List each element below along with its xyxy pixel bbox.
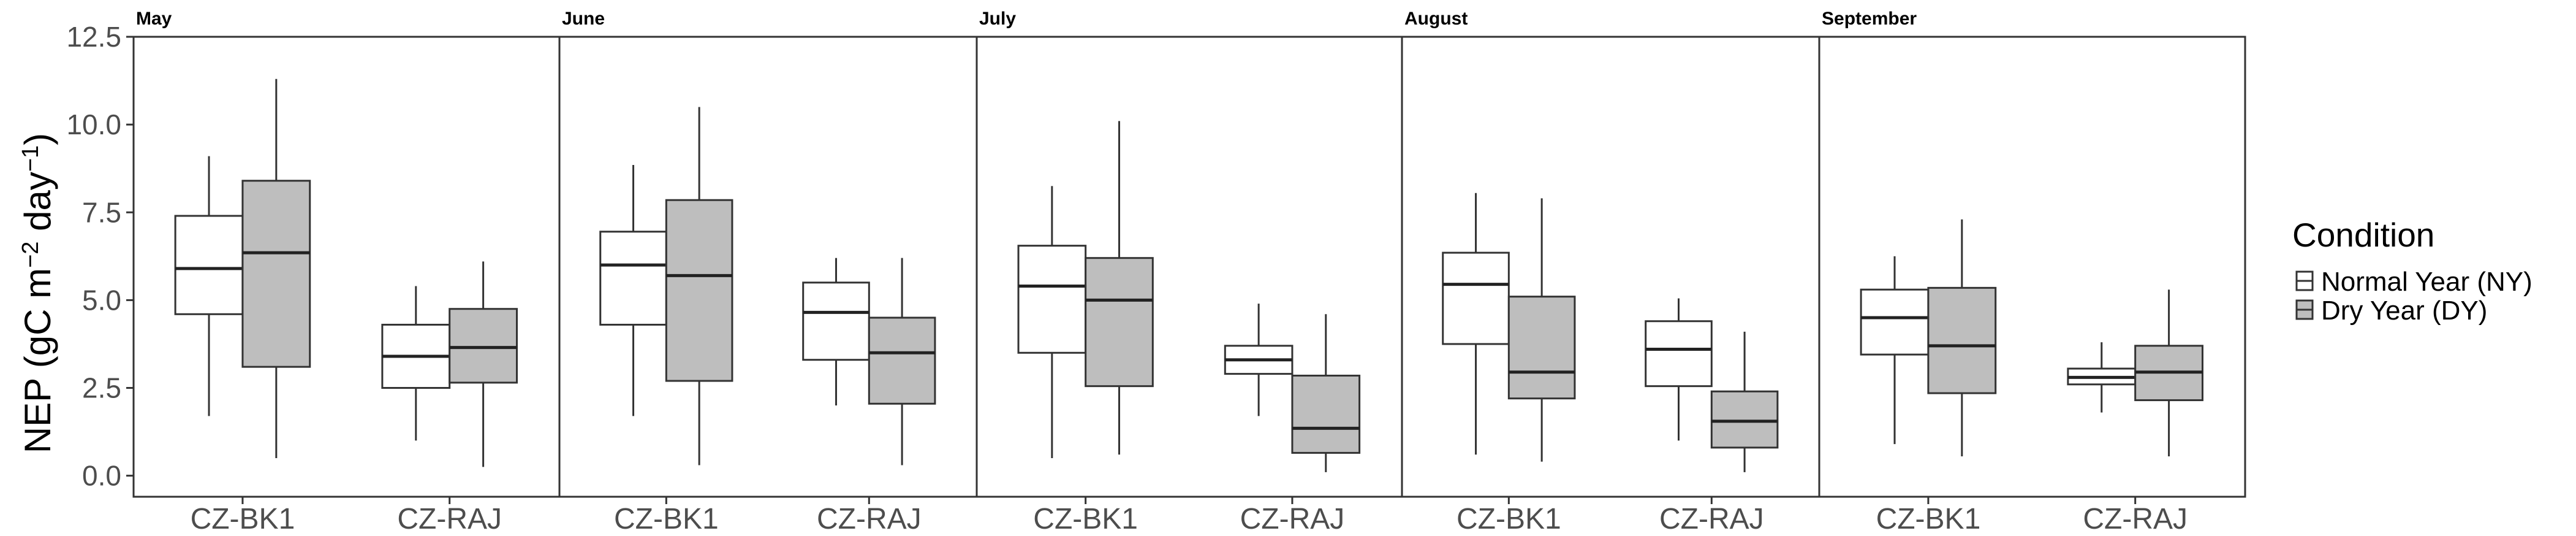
panel-title: September [1822,9,1917,29]
box-iqr [1860,288,1930,356]
box-iqr [868,316,936,405]
y-tick-label: 10.0 [66,109,121,140]
box-cz-raj-dy [449,261,518,467]
y-axis-label-exp2: −1 [18,145,44,172]
panel-may: May CZ-BK1 CZ-RAJ [132,9,561,535]
x-tick-label: CZ-RAJ [1659,503,1764,535]
box-cz-raj-dy [1710,331,1779,472]
y-tick-label: 0.0 [82,460,121,492]
x-tick-label: CZ-RAJ [817,503,922,535]
legend-entry-normal-year: Normal Year (NY) [2295,267,2532,297]
y-tick-label: 5.0 [82,284,121,316]
box-iqr [1710,390,1779,449]
x-tick-label: CZ-RAJ [1240,503,1345,535]
legend-entry-dry-year: Dry Year (DY) [2295,296,2487,326]
panel-august: August CZ-BK1 CZ-RAJ [1401,9,1820,535]
box-cz-raj-dy [1291,314,1361,472]
box-cz-bk1-ny [174,156,244,416]
y-tick-label: 12.5 [66,21,121,53]
box-cz-bk1-dy [1927,219,1997,457]
box-iqr [174,215,244,315]
panel-title: July [979,9,1016,29]
box-cz-raj-ny [2067,342,2137,413]
box-cz-raj-ny [381,286,451,441]
box-iqr [1645,320,1713,388]
legend: Condition Normal Year (NY) Dry Year (DY) [2292,216,2532,326]
box-iqr [241,180,311,368]
panel-june: June CZ-BK1 CZ-RAJ [558,9,978,535]
y-axis-label-end: ) [17,133,58,145]
box-cz-raj-ny [1645,298,1713,441]
box-cz-raj-ny [1224,304,1294,416]
y-tick-label: 2.5 [82,372,121,404]
box-iqr [1085,257,1154,388]
x-tick-label: CZ-RAJ [397,503,502,535]
y-axis-label-exp1: −2 [18,242,44,268]
y-axis-label-mid: day [17,172,58,241]
box-cz-raj-dy [2134,289,2203,457]
box-iqr [1017,245,1087,354]
box-iqr [449,308,518,384]
x-tick-label: CZ-BK1 [191,503,295,535]
panel-title: June [562,9,605,29]
legend-label-normal-year: Normal Year (NY) [2321,267,2532,297]
x-tick-label: CZ-BK1 [1033,503,1138,535]
panel-border [1818,36,2246,498]
box-cz-bk1-dy [241,78,311,459]
box-iqr [1507,296,1576,400]
box-cz-raj-ny [802,258,870,406]
box-iqr [1442,251,1510,345]
panel-title: August [1404,9,1468,29]
box-iqr [1927,286,1997,394]
box-cz-bk1-dy [1085,121,1154,455]
panel-september: September CZ-BK1 CZ-RAJ [1818,9,2246,535]
box-iqr [599,231,667,326]
box-cz-bk1-ny [1860,256,1930,445]
panel-title: May [136,9,172,29]
box-iqr [802,281,870,361]
box-iqr [1291,374,1361,454]
x-tick-label: CZ-BK1 [1457,503,1561,535]
box-cz-bk1-ny [599,164,667,416]
legend-title: Condition [2292,216,2434,254]
y-axis: 0.0 2.5 5.0 7.5 10.0 12.5 [66,21,134,492]
y-tick-label: 7.5 [82,196,121,228]
panel-july: July CZ-BK1 CZ-RAJ [975,9,1403,535]
x-tick-label: CZ-BK1 [614,503,719,535]
x-tick-label: CZ-RAJ [2083,503,2188,535]
box-cz-bk1-dy [665,107,733,465]
facet-panels: May CZ-BK1 CZ-RAJ June CZ-BK1 CZ-RAJ July CZ-BK… [132,9,2246,535]
box-cz-bk1-ny [1442,193,1510,455]
y-axis-label-main: NEP (gC m [17,268,58,453]
legend-label-dry-year: Dry Year (DY) [2321,296,2487,326]
box-cz-bk1-dy [1507,198,1576,462]
box-iqr [665,199,733,382]
x-tick-label: CZ-BK1 [1876,503,1981,535]
box-cz-raj-dy [868,258,936,465]
y-axis-label: NEP (gC m−2 day−1) [17,133,58,453]
box-cz-bk1-ny [1017,186,1087,459]
